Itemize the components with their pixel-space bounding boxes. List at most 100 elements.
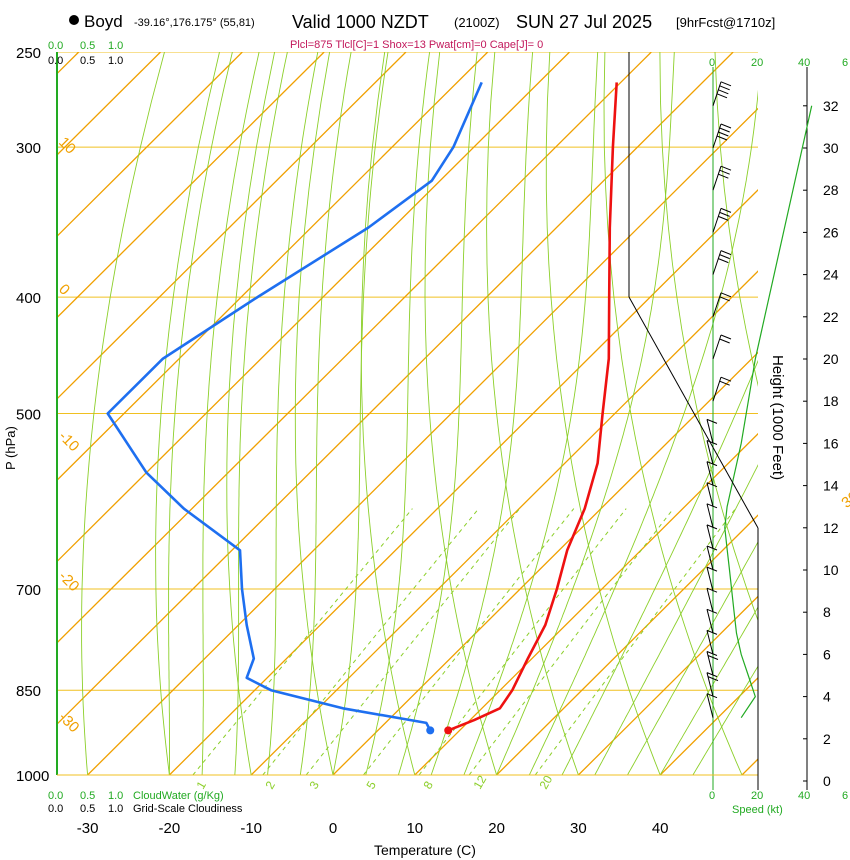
wind-barb-flag bbox=[706, 587, 718, 593]
mixing-ratio-line bbox=[363, 508, 575, 775]
wind-barb-flag bbox=[706, 651, 718, 656]
moist-adiabat bbox=[299, 52, 352, 775]
isotherm-line bbox=[57, 52, 325, 319]
cloud-top-black-0: 0.0 bbox=[48, 55, 63, 67]
cloud-bottom-green-0: 0.0 bbox=[48, 790, 63, 802]
valid-time: Valid 1000 NZDT bbox=[292, 12, 429, 32]
moist-adiabat bbox=[201, 52, 260, 775]
isotherm-label: -20 bbox=[55, 568, 82, 595]
mixing-ratio-line bbox=[192, 508, 413, 775]
moist-adiabat bbox=[627, 541, 758, 775]
cloud-top-black-05: 0.5 bbox=[80, 55, 95, 67]
wind-barb-flag bbox=[718, 173, 729, 179]
height-tick-label: 20 bbox=[823, 351, 839, 367]
pressure-tick-label: 700 bbox=[16, 582, 41, 599]
wind-barb-flag bbox=[706, 672, 718, 678]
moist-adiabat bbox=[463, 52, 599, 775]
mixing-ratio-line bbox=[262, 508, 480, 775]
height-tick-label: 22 bbox=[823, 309, 839, 325]
height-tick-label: 12 bbox=[823, 520, 839, 536]
wind-barb bbox=[706, 651, 714, 676]
temperature-tick-label: 0 bbox=[329, 820, 337, 837]
dry-adiabat bbox=[545, 52, 661, 775]
moist-adiabat bbox=[267, 52, 319, 775]
cloud-top-black-1: 1.0 bbox=[108, 55, 123, 67]
height-tick-label: 32 bbox=[823, 98, 839, 114]
speed-label: Speed (kt) bbox=[732, 804, 783, 816]
dewpoint-profile bbox=[106, 81, 483, 731]
isotherm-label: 30 bbox=[838, 488, 850, 512]
wind-barb bbox=[706, 588, 714, 613]
cloud-bottom-green-1: 1.0 bbox=[108, 790, 123, 802]
dry-adiabat bbox=[659, 52, 758, 622]
dry-adiabat bbox=[825, 52, 850, 775]
wind-barb bbox=[706, 503, 714, 528]
isotherm-line bbox=[250, 270, 758, 775]
pressure-tick-label: 1000 bbox=[16, 768, 49, 785]
wind-barb-flag bbox=[706, 608, 718, 614]
mixing-ratio-label: 3 bbox=[306, 778, 322, 791]
wind-barb-flag bbox=[706, 566, 718, 572]
isotherm-line bbox=[332, 351, 758, 775]
mixing-ratio-line bbox=[418, 508, 627, 775]
mixing-ratio-line bbox=[468, 508, 674, 775]
surface-dewpoint-marker bbox=[426, 726, 435, 735]
speed-bottom-20: 20 bbox=[751, 790, 763, 802]
moist-adiabat bbox=[234, 52, 288, 775]
mixing-ratio-label: 2 bbox=[262, 778, 278, 791]
temperature-tick-label: 20 bbox=[488, 820, 505, 837]
wind-barb-flag bbox=[720, 376, 732, 382]
height-tick-label: 4 bbox=[823, 689, 831, 705]
wind-barb-flag bbox=[720, 250, 732, 256]
forecast-info: [9hrFcst@1710z] bbox=[676, 15, 775, 30]
height-tick-label: 24 bbox=[823, 267, 839, 283]
temperature-tick-label: -20 bbox=[159, 820, 181, 837]
speed-top-20: 20 bbox=[751, 57, 763, 69]
moist-adiabat bbox=[528, 89, 758, 775]
height-tick-label: 6 bbox=[823, 646, 831, 662]
wind-barb-flag bbox=[706, 524, 718, 530]
temperature-tick-label: -30 bbox=[77, 820, 99, 837]
dry-adiabat bbox=[81, 52, 165, 775]
wind-barb-flag bbox=[706, 629, 718, 635]
moist-adiabat bbox=[496, 52, 675, 775]
isotherm-line bbox=[168, 188, 758, 775]
height-tick-label: 10 bbox=[823, 562, 839, 578]
wind-barb-flag bbox=[720, 207, 732, 213]
isotherm-label: -10 bbox=[55, 428, 82, 455]
pressure-tick-label: 250 bbox=[16, 45, 41, 62]
moist-adiabat bbox=[692, 665, 758, 775]
isotherm-line bbox=[57, 52, 489, 482]
wind-barb bbox=[706, 419, 714, 444]
wind-barb bbox=[706, 545, 714, 571]
cloud-bottom-black-05: 0.5 bbox=[80, 803, 95, 815]
wind-barb-flag bbox=[720, 123, 732, 129]
wind-barb bbox=[712, 334, 722, 360]
wind-barb-flag bbox=[719, 296, 730, 302]
wind-barb-flag bbox=[718, 215, 729, 221]
height-tick-label: 16 bbox=[823, 435, 839, 451]
wind-barb-flag bbox=[720, 292, 732, 298]
wind-barb-flag bbox=[706, 482, 718, 488]
mixing-ratio-label: 8 bbox=[420, 778, 436, 791]
speed-top-40: 40 bbox=[798, 57, 810, 69]
height-tick-label: 28 bbox=[823, 182, 839, 198]
wind-barb-flag bbox=[706, 440, 718, 445]
temperature-tick-label: 10 bbox=[406, 820, 423, 837]
height-tick-label: 0 bbox=[823, 773, 831, 789]
isotherm-line bbox=[824, 52, 850, 775]
wind-barb bbox=[706, 566, 714, 592]
cloud-bottom-green-05: 0.5 bbox=[80, 790, 95, 802]
wind-barb bbox=[706, 693, 714, 718]
isotherm-line bbox=[87, 107, 758, 775]
plot-diagonal-edge bbox=[628, 296, 759, 529]
isotherm-label: -30 bbox=[55, 709, 82, 736]
wind-barb-flag bbox=[718, 89, 729, 95]
dry-adiabat bbox=[424, 52, 498, 775]
wind-barb-flag bbox=[720, 165, 732, 171]
pressure-tick-label: 850 bbox=[16, 683, 41, 700]
wind-barb-flag bbox=[706, 503, 718, 509]
wind-barb-flag bbox=[716, 93, 728, 99]
station-coords: -39.16°,176.175° (55,81) bbox=[134, 17, 255, 29]
